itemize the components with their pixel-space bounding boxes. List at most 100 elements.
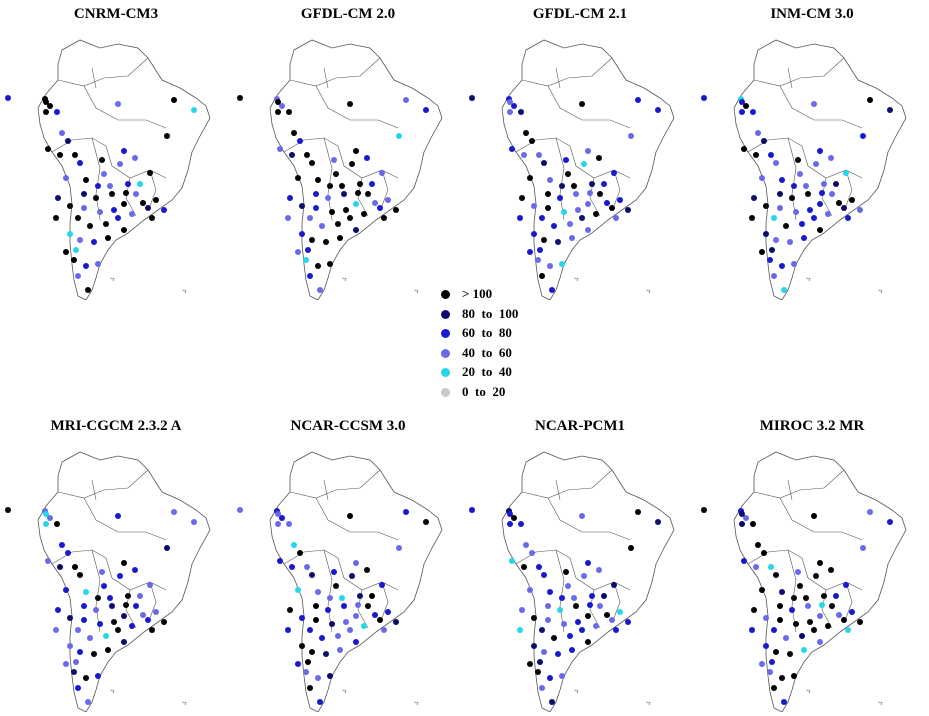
station-dot xyxy=(585,227,591,233)
south-america-map xyxy=(5,451,211,712)
station-dot xyxy=(527,587,533,593)
station-dot xyxy=(843,582,849,588)
south-america-map xyxy=(469,39,675,300)
station-dot xyxy=(589,181,595,187)
station-dot xyxy=(275,109,281,115)
station-dot xyxy=(469,95,475,101)
station-dot xyxy=(841,205,847,211)
island-mark xyxy=(413,701,419,706)
station-dot xyxy=(53,627,59,633)
station-dot xyxy=(121,148,127,154)
station-dot xyxy=(164,545,170,551)
station-dot xyxy=(357,593,363,599)
station-dot xyxy=(303,669,309,675)
country-border xyxy=(779,497,863,541)
station-dot xyxy=(795,569,801,575)
station-dot xyxy=(347,215,353,221)
station-dot xyxy=(47,103,53,109)
station-dot xyxy=(628,545,634,551)
station-dot xyxy=(133,603,139,609)
station-dot xyxy=(817,227,823,233)
station-dot xyxy=(403,509,409,515)
station-dot xyxy=(750,521,756,527)
station-dot xyxy=(828,567,834,573)
station-dot xyxy=(343,207,349,213)
country-border xyxy=(845,169,853,207)
station-dot xyxy=(569,647,575,653)
station-dot xyxy=(769,247,775,253)
station-dot xyxy=(109,603,115,609)
country-border xyxy=(801,557,863,591)
station-dot xyxy=(771,215,777,221)
station-dot xyxy=(541,572,547,578)
station-dot xyxy=(331,157,337,163)
station-dot xyxy=(655,107,661,113)
country-border xyxy=(845,581,853,619)
station-dot xyxy=(763,203,769,209)
station-dot xyxy=(791,183,797,189)
station-dot xyxy=(609,617,615,623)
station-dot xyxy=(817,613,823,619)
country-border xyxy=(323,549,333,633)
station-dot xyxy=(55,195,61,201)
legend-label: 0 to 20 xyxy=(462,383,506,399)
station-dot xyxy=(635,97,641,103)
station-dot xyxy=(628,133,634,139)
station-dot xyxy=(377,205,383,211)
station-dot xyxy=(841,617,847,623)
station-dot xyxy=(783,223,789,229)
station-dot xyxy=(767,669,773,675)
station-dot xyxy=(555,651,561,657)
station-dot xyxy=(73,247,79,253)
station-dot xyxy=(101,583,107,589)
legend-swatch xyxy=(441,329,450,338)
station-dot xyxy=(783,635,789,641)
station-dot xyxy=(531,643,537,649)
station-dot xyxy=(559,261,565,267)
station-dot xyxy=(87,223,93,229)
station-dot xyxy=(779,263,785,269)
station-dot xyxy=(341,603,347,609)
station-dot xyxy=(807,207,813,213)
station-dot xyxy=(147,582,153,588)
station-dot xyxy=(559,673,565,679)
station-dot xyxy=(277,146,283,152)
country-border xyxy=(521,469,613,499)
station-dot xyxy=(335,221,341,227)
station-dot xyxy=(547,675,553,681)
station-dot xyxy=(523,542,529,548)
country-border xyxy=(57,469,149,499)
country-border xyxy=(801,145,863,179)
station-dot xyxy=(353,560,359,566)
station-dot xyxy=(307,273,313,279)
station-dot xyxy=(575,207,581,213)
country-border xyxy=(323,479,329,501)
station-dot xyxy=(763,231,769,237)
country-border xyxy=(323,137,333,221)
station-dot xyxy=(771,685,777,691)
station-dot xyxy=(81,603,87,609)
station-dot xyxy=(353,148,359,154)
country-border xyxy=(569,557,631,591)
station-dot xyxy=(593,623,599,629)
station-dot xyxy=(57,564,63,570)
station-dot xyxy=(739,99,745,105)
station-dot xyxy=(91,239,97,245)
map-panel: NCAR-CCSM 3.0 xyxy=(232,412,464,712)
station-dot xyxy=(111,619,117,625)
station-dot xyxy=(469,507,475,513)
station-dot xyxy=(613,215,619,221)
station-dot xyxy=(315,177,321,183)
station-dot xyxy=(596,155,602,161)
station-dot xyxy=(625,619,631,625)
station-dot xyxy=(763,643,769,649)
station-dot xyxy=(755,130,761,136)
station-dot xyxy=(93,195,99,201)
island-mark xyxy=(877,289,883,294)
country-border xyxy=(547,85,631,129)
station-dot xyxy=(191,519,197,525)
station-dot xyxy=(295,175,301,181)
station-dot xyxy=(81,205,87,211)
station-dot xyxy=(701,507,707,513)
station-dot xyxy=(393,619,399,625)
